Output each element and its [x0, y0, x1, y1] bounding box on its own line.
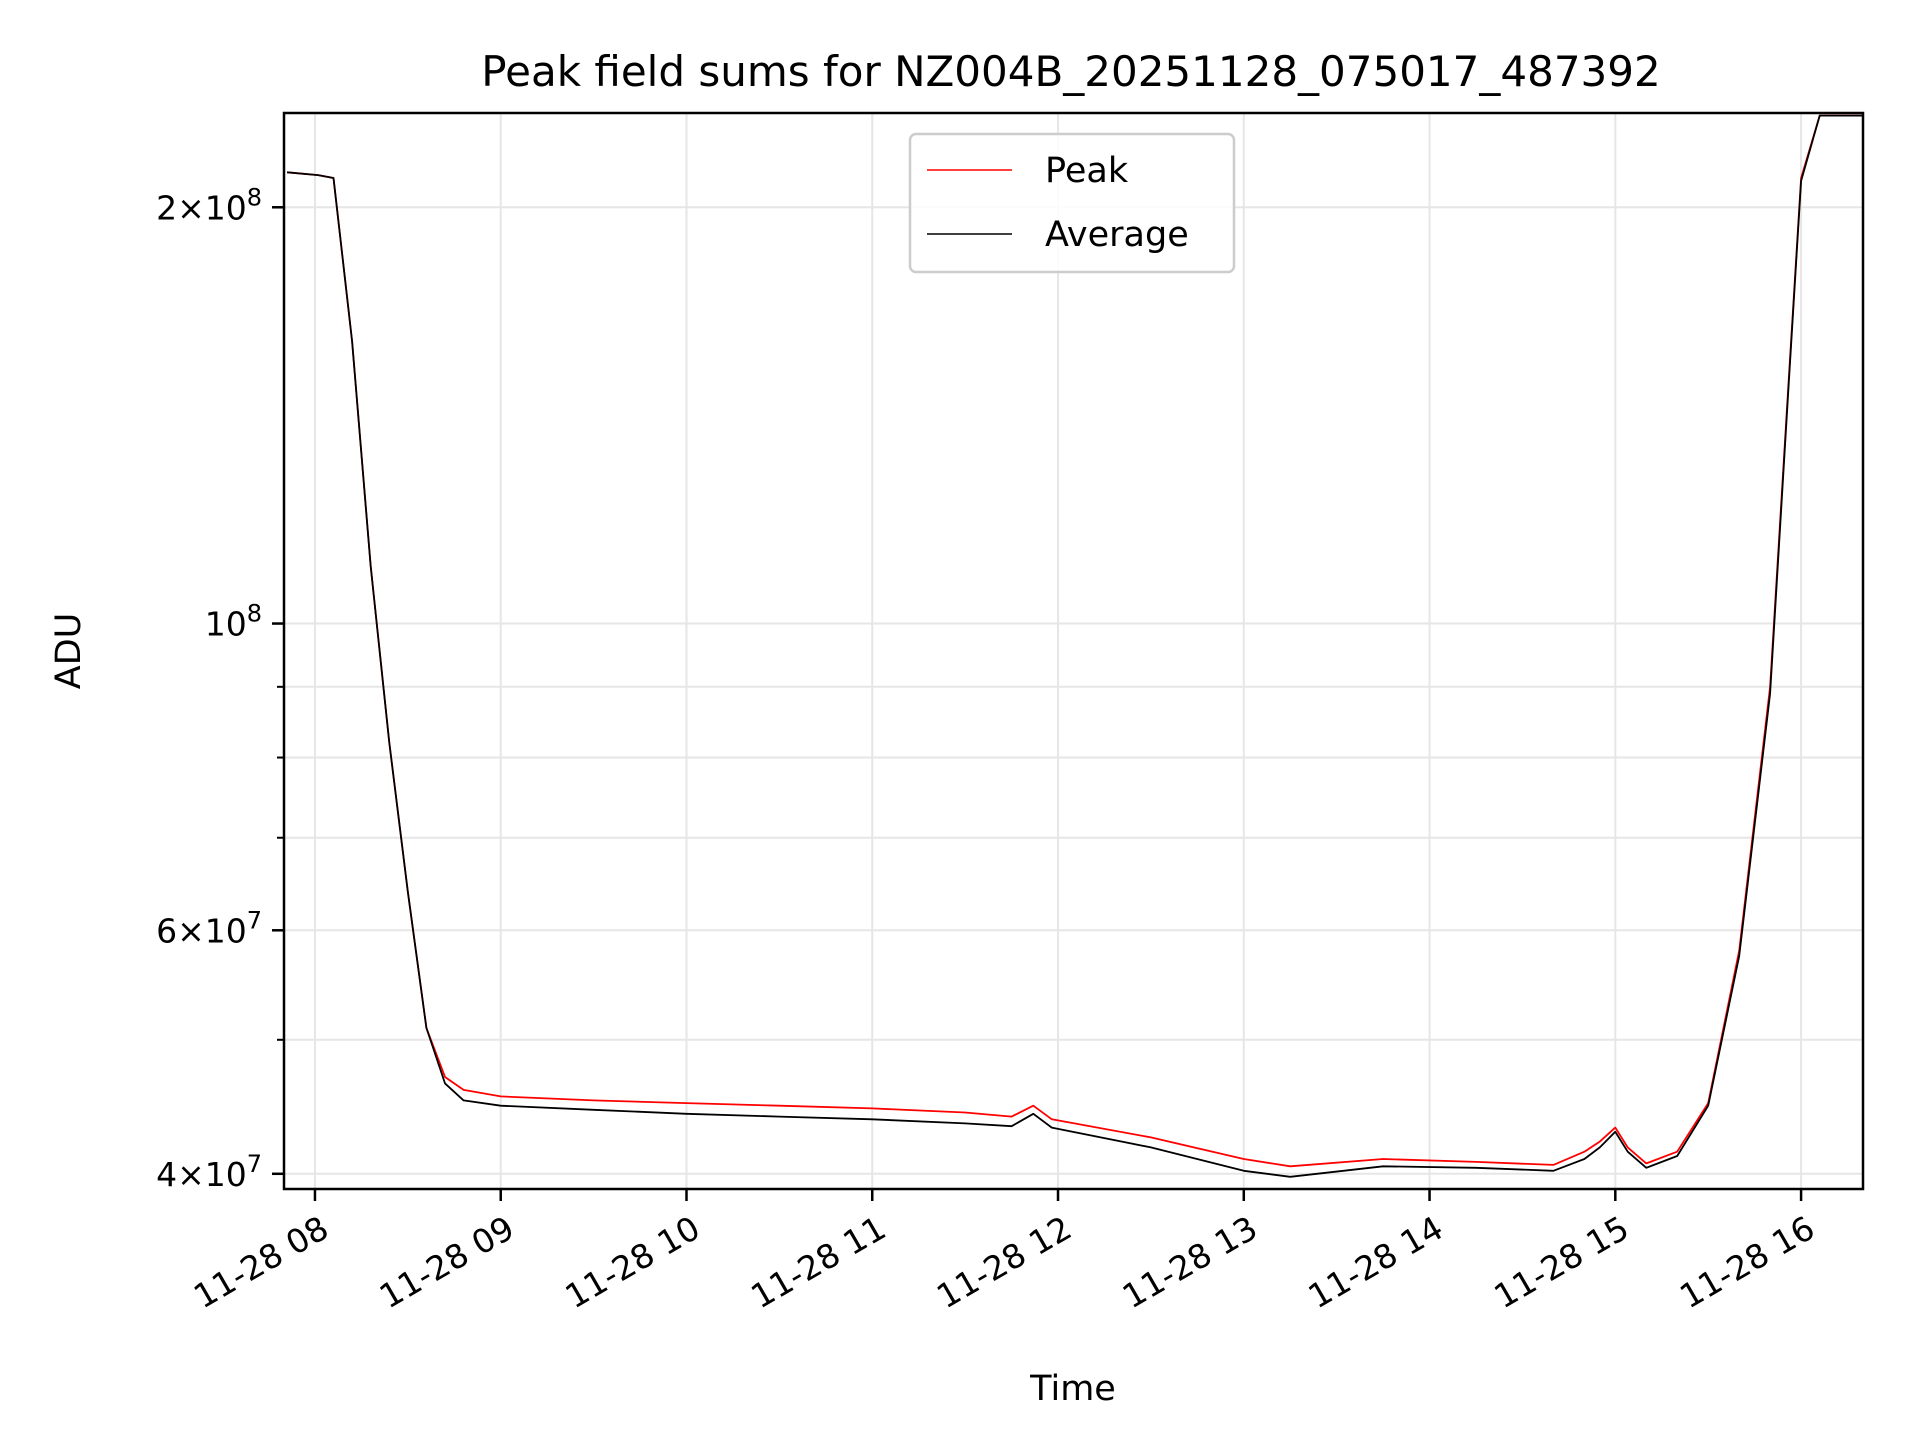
y-axis: 4×107 6×107 108 2×108: [156, 183, 284, 1194]
series-layer: [287, 114, 1863, 1178]
legend: Peak Average: [908, 132, 1236, 274]
x-axis-label: Time: [1029, 1369, 1116, 1409]
y-tick-label-3: 2×108: [156, 183, 262, 227]
series-line-average: [287, 114, 1863, 1178]
y-tick-label-2: 108: [205, 600, 262, 644]
legend-box: [908, 132, 1236, 274]
legend-label-average: Average: [1045, 215, 1189, 255]
legend-label-peak: Peak: [1045, 151, 1129, 191]
y-tick-label-0: 4×107: [156, 1150, 262, 1194]
plot-frame: [282, 111, 1865, 1191]
grid: [284, 113, 1863, 1189]
chart-title: Peak field sums for NZ004B_20251128_0750…: [481, 47, 1660, 96]
y-axis-label: ADU: [49, 613, 89, 690]
y-tick-label-1: 6×107: [156, 906, 262, 950]
